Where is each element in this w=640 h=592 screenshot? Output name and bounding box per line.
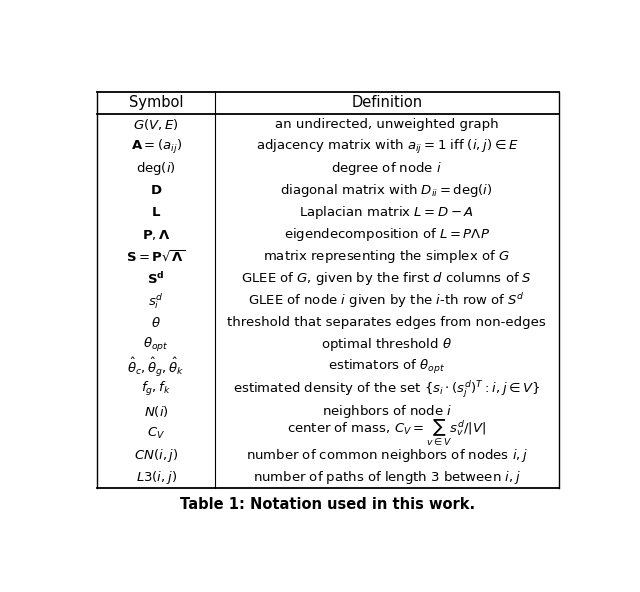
Text: matrix representing the simplex of $G$: matrix representing the simplex of $G$ (264, 248, 510, 265)
Text: estimators of $\theta_{opt}$: estimators of $\theta_{opt}$ (328, 358, 445, 376)
Text: number of paths of length 3 between $i, j$: number of paths of length 3 between $i, … (253, 469, 521, 485)
Text: $\mathbf{A} = (a_{ij})$: $\mathbf{A} = (a_{ij})$ (131, 137, 182, 156)
Text: neighbors of node $i$: neighbors of node $i$ (322, 403, 452, 420)
Text: $\mathbf{S} = \mathbf{P}\sqrt{\mathbf{\Lambda}}$: $\mathbf{S} = \mathbf{P}\sqrt{\mathbf{\L… (127, 249, 186, 265)
Text: Symbol: Symbol (129, 95, 184, 110)
Text: GLEE of $G$, given by the first $d$ columns of $S$: GLEE of $G$, given by the first $d$ colu… (241, 271, 532, 287)
Text: $C_V$: $C_V$ (147, 426, 165, 440)
Text: GLEE of node $i$ given by the $i$-th row of $S^d$: GLEE of node $i$ given by the $i$-th row… (248, 291, 525, 310)
Text: Laplacian matrix $L = D - A$: Laplacian matrix $L = D - A$ (300, 204, 474, 221)
Text: Table 1: Notation used in this work.: Table 1: Notation used in this work. (180, 497, 476, 512)
Text: diagonal matrix with $D_{ii} = \mathrm{deg}(i)$: diagonal matrix with $D_{ii} = \mathrm{d… (280, 182, 493, 199)
Text: $\hat{\theta}_c, \hat{\theta}_g, \hat{\theta}_k$: $\hat{\theta}_c, \hat{\theta}_g, \hat{\t… (127, 355, 185, 378)
Text: $\mathbf{S}^\mathbf{d}$: $\mathbf{S}^\mathbf{d}$ (147, 271, 165, 287)
Text: $\mathbf{P}, \mathbf{\Lambda}$: $\mathbf{P}, \mathbf{\Lambda}$ (142, 228, 170, 242)
Text: $G(V, E)$: $G(V, E)$ (133, 117, 179, 132)
Text: adjacency matrix with $a_{ij} = 1$ iff $(i, j) \in E$: adjacency matrix with $a_{ij} = 1$ iff $… (255, 137, 518, 156)
Text: $f_g, f_k$: $f_g, f_k$ (141, 380, 171, 398)
Text: $s_i^d$: $s_i^d$ (148, 291, 164, 311)
Text: $\theta_{opt}$: $\theta_{opt}$ (143, 336, 169, 354)
Text: estimated density of the set $\{s_i \cdot (s_j^d)^T : i, j \in V\}$: estimated density of the set $\{s_i \cdo… (233, 378, 541, 400)
Text: Definition: Definition (351, 95, 422, 110)
Text: eigendecomposition of $L = P\Lambda P$: eigendecomposition of $L = P\Lambda P$ (284, 226, 490, 243)
Text: threshold that separates edges from non-edges: threshold that separates edges from non-… (227, 316, 546, 329)
Text: degree of node $i$: degree of node $i$ (332, 160, 442, 177)
Text: center of mass, $C_V = \sum_{v \in V} s_v^d/|V|$: center of mass, $C_V = \sum_{v \in V} s_… (287, 418, 486, 448)
Text: $CN(i, j)$: $CN(i, j)$ (134, 446, 179, 464)
Text: $N(i)$: $N(i)$ (144, 404, 168, 419)
Text: $\mathbf{D}$: $\mathbf{D}$ (150, 184, 163, 197)
Text: number of common neighbors of nodes $i, j$: number of common neighbors of nodes $i, … (246, 446, 528, 464)
Text: $\mathrm{deg}(i)$: $\mathrm{deg}(i)$ (136, 160, 176, 177)
Text: an undirected, unweighted graph: an undirected, unweighted graph (275, 118, 499, 131)
Text: $\theta$: $\theta$ (151, 316, 161, 330)
Text: optimal threshold $\theta$: optimal threshold $\theta$ (321, 336, 452, 353)
Text: $\mathbf{L}$: $\mathbf{L}$ (151, 206, 161, 219)
Text: $L3(i, j)$: $L3(i, j)$ (136, 469, 177, 485)
